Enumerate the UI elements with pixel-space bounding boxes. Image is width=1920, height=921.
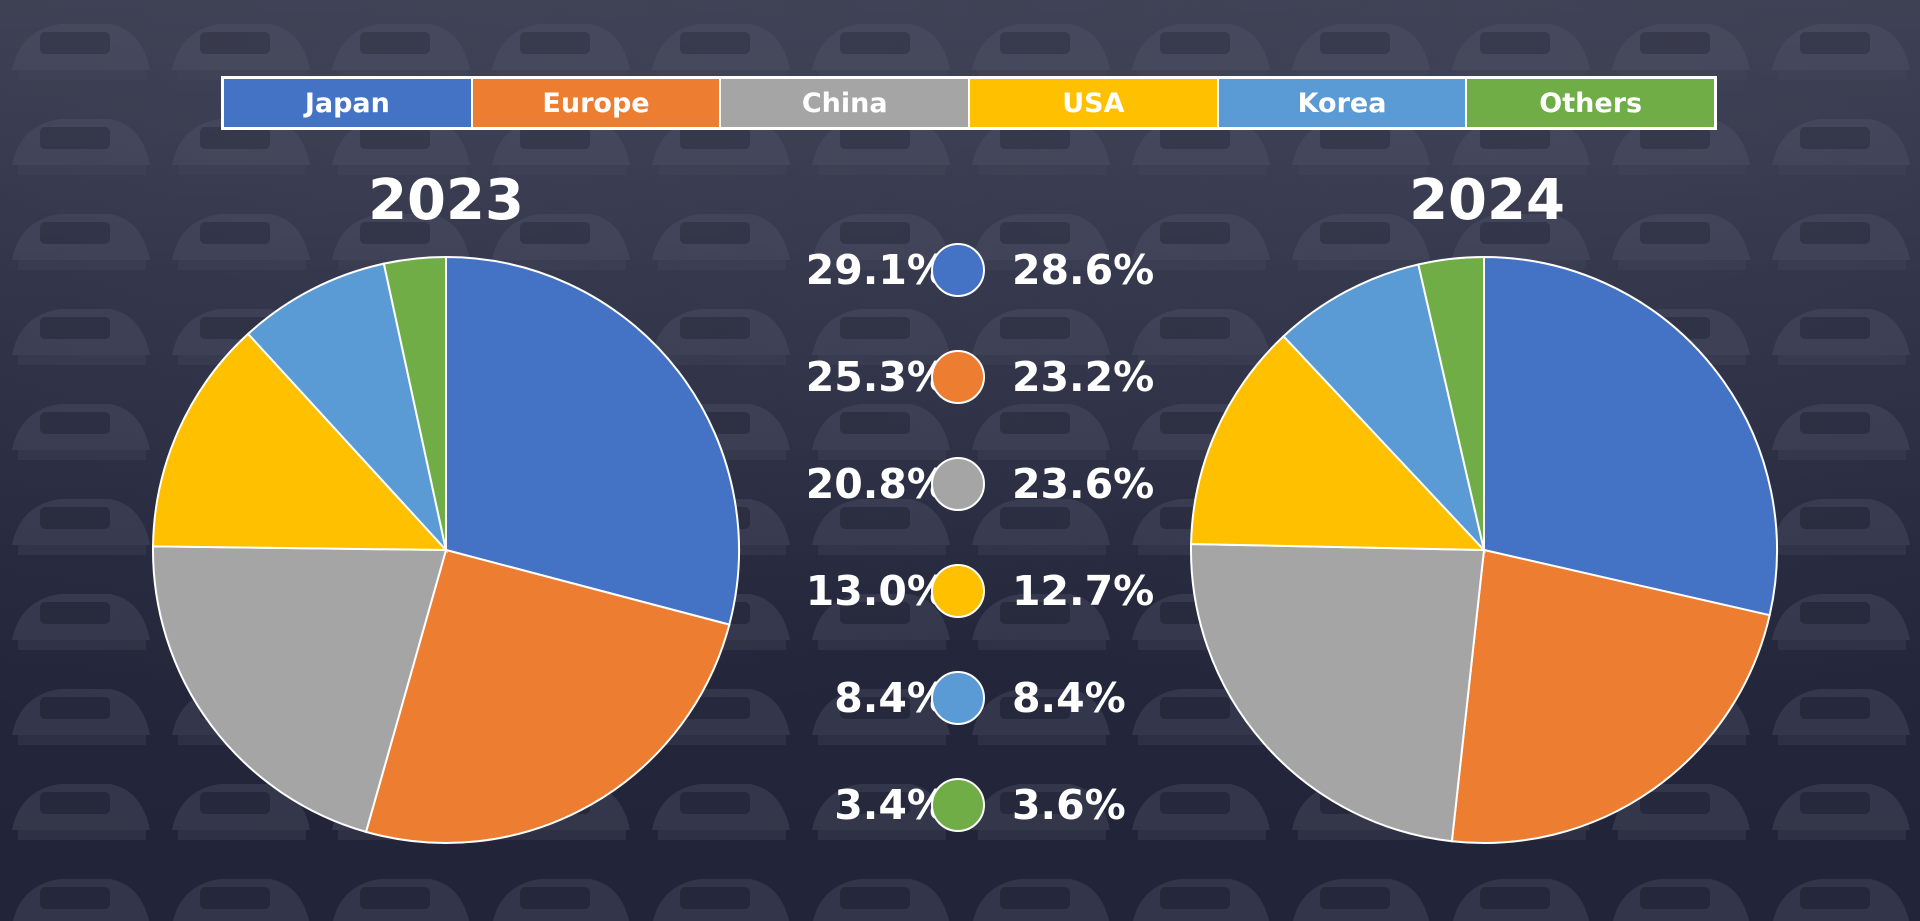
color-dot-korea xyxy=(931,671,985,725)
value-2023-japan: 29.1% xyxy=(805,246,948,294)
pie-2024-slice-europe xyxy=(1450,548,1771,844)
legend-item-korea: Korea xyxy=(1218,79,1468,127)
legend-item-china: China xyxy=(721,79,971,127)
value-2023-china: 20.8% xyxy=(805,460,948,508)
pie-title-2023: 2023 xyxy=(368,168,524,233)
color-dot-others xyxy=(931,778,985,832)
pie-2024-slice-china xyxy=(1190,543,1486,843)
color-dot-china xyxy=(931,457,985,511)
legend-item-usa: USA xyxy=(970,79,1219,127)
comparison-row-japan: 29.1% 28.6% xyxy=(740,240,1180,300)
pie-2024-slice-usa xyxy=(1190,334,1487,552)
pie-2023-slice-others xyxy=(382,255,447,551)
value-2023-others: 3.4% xyxy=(834,781,948,829)
comparison-row-others: 3.4% 3.6% xyxy=(740,775,1180,835)
legend-item-japan: Japan xyxy=(224,79,473,127)
pie-title-2024: 2024 xyxy=(1409,168,1565,233)
value-2024-others: 3.6% xyxy=(1012,781,1126,829)
color-dot-usa xyxy=(931,564,985,618)
pie-2024-slice-others xyxy=(1417,255,1485,551)
value-2024-japan: 28.6% xyxy=(1012,246,1155,294)
pie-2023-slice-japan xyxy=(445,255,740,626)
comparison-row-korea: 8.4% 8.4% xyxy=(740,668,1180,728)
legend-bar: Japan Europe China USA Korea Others xyxy=(221,76,1717,130)
comparison-row-china: 20.8% 23.6% xyxy=(740,454,1180,514)
legend-item-others: Others xyxy=(1467,79,1715,127)
comparison-row-europe: 25.3% 23.2% xyxy=(740,347,1180,407)
value-2023-europe: 25.3% xyxy=(805,353,948,401)
value-2024-europe: 23.2% xyxy=(1012,353,1155,401)
value-2024-korea: 8.4% xyxy=(1012,674,1126,722)
pie-2023-slice-korea xyxy=(246,262,448,554)
pie-2023-slice-europe xyxy=(364,548,731,844)
legend-item-europe: Europe xyxy=(472,79,722,127)
value-2023-usa: 13.0% xyxy=(805,567,948,615)
value-2024-usa: 12.7% xyxy=(1012,567,1155,615)
pie-2023-slice-usa xyxy=(152,332,449,552)
value-2024-china: 23.6% xyxy=(1012,460,1155,508)
pie-2024-slice-japan xyxy=(1483,255,1778,617)
comparison-row-usa: 13.0% 12.7% xyxy=(740,561,1180,621)
color-dot-europe xyxy=(931,350,985,404)
pie-2023-slice-china xyxy=(152,545,448,834)
color-dot-japan xyxy=(931,243,985,297)
value-2023-korea: 8.4% xyxy=(834,674,948,722)
